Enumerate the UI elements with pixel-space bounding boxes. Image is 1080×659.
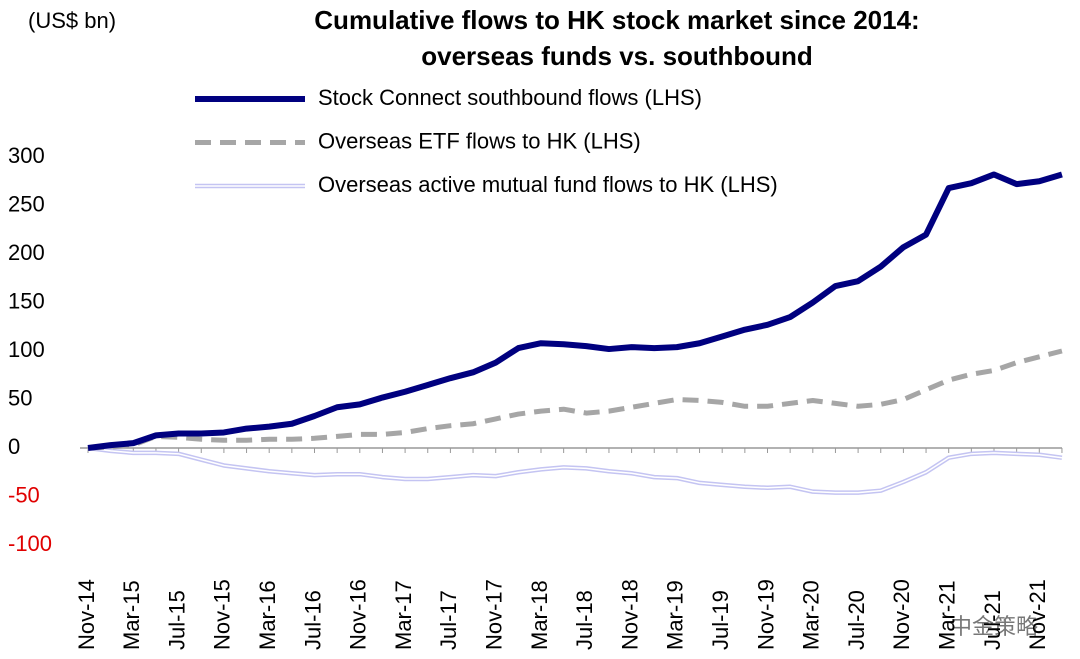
watermark: 中金策略 <box>950 614 1038 639</box>
y-axis-label: (US$ bn) <box>28 8 116 33</box>
x-tick-label: Mar-19 <box>663 580 688 650</box>
series-line <box>87 445 1063 495</box>
chart-title: Cumulative flows to HK stock market sinc… <box>314 5 919 35</box>
y-tick-label: 0 <box>8 434 20 459</box>
x-tick-label: Nov-20 <box>889 579 914 650</box>
x-tick-label: Mar-21 <box>935 580 960 650</box>
x-tick-label: Mar-15 <box>119 580 144 650</box>
y-tick-label: 100 <box>8 337 45 362</box>
y-tick-label: 200 <box>8 240 45 265</box>
x-tick-label: Nov-18 <box>617 579 642 650</box>
x-tick-label: Nov-16 <box>346 579 371 650</box>
x-tick-label: Mar-16 <box>255 580 280 650</box>
y-tick-label: 300 <box>8 143 45 168</box>
x-tick-label: Jul-21 <box>980 590 1005 650</box>
x-tick-label: Mar-17 <box>391 580 416 650</box>
y-tick-label: 150 <box>8 288 45 313</box>
x-tick-label: Jul-15 <box>164 590 189 650</box>
series-line <box>87 171 1063 451</box>
y-tick-label: -50 <box>8 482 40 507</box>
chart-title: overseas funds vs. southbound <box>421 41 813 71</box>
series-line <box>87 348 1063 451</box>
x-tick-label: Nov-15 <box>210 579 235 650</box>
x-tick-label: Mar-18 <box>527 580 552 650</box>
x-tick-label: Nov-17 <box>482 579 507 650</box>
y-tick-label: 250 <box>8 191 45 216</box>
legend-label: Overseas active mutual fund flows to HK … <box>318 172 778 197</box>
x-tick-label: Jul-17 <box>436 590 461 650</box>
x-tick-label: Jul-16 <box>300 590 325 650</box>
legend-label: Stock Connect southbound flows (LHS) <box>318 85 702 110</box>
x-tick-label: Nov-19 <box>753 579 778 650</box>
y-tick-label: 50 <box>8 385 32 410</box>
x-tick-label: Jul-19 <box>708 590 733 650</box>
x-tick-label: Nov-14 <box>74 579 99 650</box>
y-tick-label: -100 <box>8 531 52 556</box>
series-line-inner <box>87 447 1063 494</box>
x-tick-label: Jul-20 <box>844 590 869 650</box>
x-tick-label: Mar-20 <box>799 580 824 650</box>
x-tick-label: Nov-21 <box>1025 579 1050 650</box>
x-tick-label: Jul-18 <box>572 590 597 650</box>
legend-label: Overseas ETF flows to HK (LHS) <box>318 128 641 153</box>
